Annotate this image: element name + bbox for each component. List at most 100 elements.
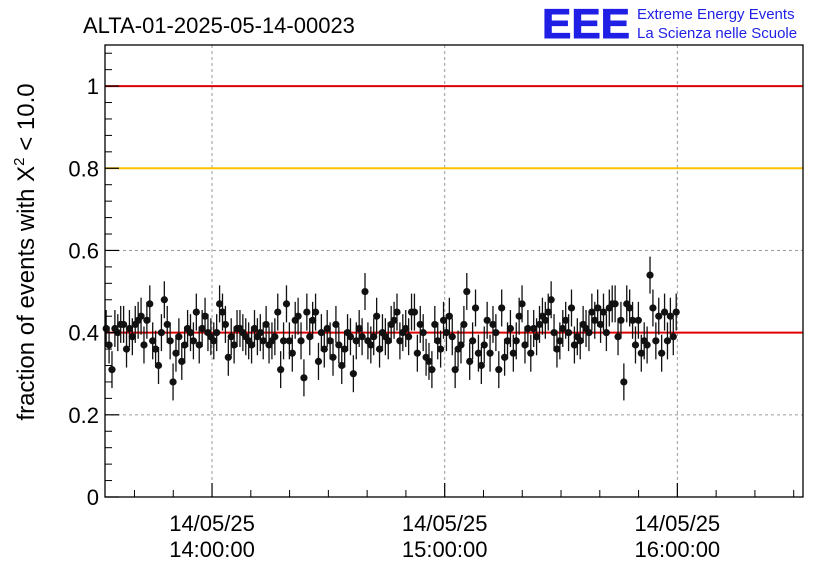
data-point	[384, 337, 392, 345]
data-point	[300, 374, 308, 382]
data-point	[279, 337, 288, 345]
data-point	[329, 353, 337, 361]
y-tick-label: 0.8	[68, 156, 99, 181]
data-point	[224, 353, 232, 361]
data-point	[550, 329, 558, 337]
y-axis-label-prefix: fraction of events with	[13, 182, 40, 421]
data-point	[294, 312, 302, 320]
data-point	[559, 324, 567, 333]
data-point	[192, 308, 200, 316]
data-point	[617, 316, 625, 324]
data-point	[410, 308, 419, 316]
data-point	[556, 337, 564, 345]
data-point	[498, 304, 506, 312]
data-point	[469, 337, 477, 345]
data-point	[614, 333, 622, 341]
data-point	[434, 337, 442, 345]
data-point	[189, 337, 198, 345]
data-point	[602, 329, 610, 337]
data-point	[547, 296, 555, 304]
data-point	[367, 341, 375, 349]
eee-logo: EEE Extreme Energy Events La Scienza nel…	[542, 0, 798, 48]
y-axis-label-chi: Χ	[13, 166, 40, 182]
data-point	[143, 316, 151, 324]
data-point	[361, 287, 369, 296]
data-point	[649, 304, 657, 312]
data-point	[596, 320, 605, 329]
data-point	[495, 366, 503, 374]
data-point	[317, 329, 325, 337]
data-point	[553, 345, 561, 353]
data-point	[277, 366, 285, 374]
data-point	[358, 333, 366, 341]
data-point	[250, 324, 259, 333]
data-point	[425, 357, 433, 365]
data-point	[137, 312, 145, 320]
data-point	[637, 349, 645, 357]
data-point	[503, 337, 512, 345]
data-point	[626, 304, 634, 312]
data-point	[585, 329, 593, 337]
data-point	[140, 341, 148, 349]
data-point	[445, 312, 453, 320]
data-point	[227, 333, 235, 341]
data-point	[323, 324, 331, 333]
data-point	[643, 341, 651, 349]
eee-logo-line2: La Scienza nelle Scuole	[637, 25, 797, 42]
data-point	[541, 316, 549, 324]
y-tick-label: 0.2	[68, 403, 99, 428]
data-point	[271, 333, 279, 341]
data-point	[247, 341, 256, 349]
data-point	[457, 341, 465, 349]
data-point	[297, 337, 305, 345]
data-point	[393, 308, 401, 316]
y-tick-label: 0	[87, 485, 99, 510]
data-point	[309, 316, 317, 324]
data-point	[492, 329, 500, 337]
data-point	[375, 345, 384, 353]
data-point	[152, 345, 160, 353]
data-point	[221, 320, 230, 329]
data-point	[442, 329, 451, 337]
eee-logo-line1: Extreme Energy Events	[637, 6, 795, 23]
chart-title: ALTA-01-2025-05-14-00023	[83, 13, 355, 38]
data-point	[413, 349, 421, 357]
data-point	[530, 324, 538, 333]
data-point	[396, 337, 404, 345]
data-point	[437, 345, 445, 353]
x-tick-date: 14/05/25	[402, 511, 488, 536]
data-point	[346, 333, 355, 341]
y-axis-label-superscript: 2	[11, 157, 28, 165]
eee-logo-text: EEE	[542, 0, 630, 47]
data-point	[431, 320, 439, 329]
series-fraction	[102, 256, 680, 401]
x-tick-time: 16:00:00	[635, 537, 721, 562]
data-point	[428, 366, 436, 374]
data-point	[186, 329, 195, 337]
data-point	[663, 337, 672, 345]
data-point	[146, 300, 154, 308]
data-point	[288, 349, 296, 357]
data-point	[172, 349, 180, 357]
data-point	[125, 324, 134, 333]
data-point	[486, 349, 494, 357]
data-point	[480, 341, 488, 349]
data-point	[285, 337, 293, 345]
data-point	[451, 366, 459, 374]
data-point	[576, 337, 584, 345]
data-series	[102, 256, 680, 401]
data-point	[120, 320, 128, 329]
data-point	[210, 337, 218, 345]
data-point	[282, 300, 291, 308]
data-point	[567, 304, 576, 312]
data-point	[338, 361, 346, 370]
data-point	[599, 308, 608, 316]
data-point	[477, 361, 485, 370]
data-point	[506, 324, 515, 333]
data-point	[218, 308, 227, 316]
data-point	[352, 337, 360, 345]
data-point	[646, 271, 654, 279]
data-point	[405, 333, 413, 341]
data-point	[108, 366, 116, 374]
